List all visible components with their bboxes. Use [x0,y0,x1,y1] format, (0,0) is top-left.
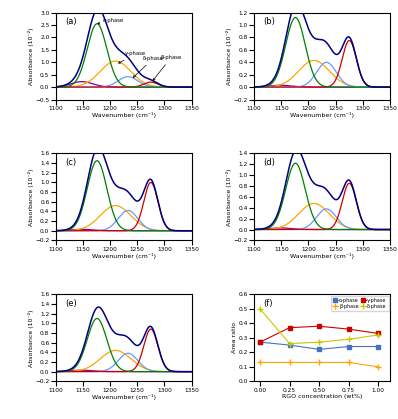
X-axis label: Wavenumber (cm⁻¹): Wavenumber (cm⁻¹) [92,112,156,118]
Text: α-phase: α-phase [98,18,124,24]
X-axis label: Wavenumber (cm⁻¹): Wavenumber (cm⁻¹) [92,394,156,400]
Text: (c): (c) [65,158,76,167]
Text: δ-phase: δ-phase [133,56,164,78]
Y-axis label: Absorbance (10⁻²): Absorbance (10⁻²) [28,309,34,367]
X-axis label: RGO concentration (wt%): RGO concentration (wt%) [282,394,362,399]
Text: γ-phase: γ-phase [119,51,146,63]
Text: (b): (b) [263,17,275,26]
X-axis label: Wavenumber (cm⁻¹): Wavenumber (cm⁻¹) [290,253,354,259]
Y-axis label: Absorbance (10⁻²): Absorbance (10⁻²) [226,27,232,85]
Text: β-phase: β-phase [153,55,182,80]
Text: (e): (e) [65,299,77,308]
Y-axis label: Area ratio: Area ratio [232,322,237,353]
Text: (a): (a) [65,17,77,26]
Text: (f): (f) [263,299,273,308]
Legend: α-phase, β-phase, γ-phase, δ-phase: α-phase, β-phase, γ-phase, δ-phase [331,296,388,311]
Y-axis label: Absorbance (10⁻²): Absorbance (10⁻²) [226,168,232,226]
Y-axis label: Absorbance (10⁻²): Absorbance (10⁻²) [28,168,34,226]
X-axis label: Wavenumber (cm⁻¹): Wavenumber (cm⁻¹) [290,112,354,118]
X-axis label: Wavenumber (cm⁻¹): Wavenumber (cm⁻¹) [92,253,156,259]
Text: (d): (d) [263,158,275,167]
Y-axis label: Absorbance (10⁻²): Absorbance (10⁻²) [28,27,34,85]
